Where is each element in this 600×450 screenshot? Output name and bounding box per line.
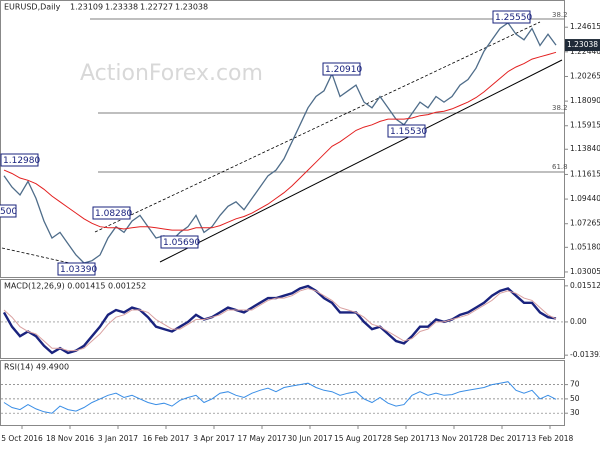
- x-tick-label: 13 Nov 2017: [430, 434, 478, 443]
- y-tick-label: 1.05180: [570, 242, 600, 251]
- y-tick-label: 1.24615: [570, 22, 600, 31]
- trend-line: [159, 59, 563, 263]
- x-tick-label: 28 Dec 2017: [478, 434, 526, 443]
- ohlc: 1.23338: [105, 3, 138, 12]
- annotation-box: [387, 124, 426, 138]
- x-tick-label: 17 May 2017: [238, 434, 287, 443]
- y-tick-label: 1.18090: [570, 96, 600, 105]
- annotation-box: [0, 204, 17, 218]
- annotation-box: [322, 62, 361, 76]
- x-tick-label: 15 Aug 2017: [334, 434, 382, 443]
- price-panel: [0, 0, 565, 278]
- y-tick-label: 0.00: [570, 317, 587, 326]
- y-tick-label: 1.11615: [570, 169, 600, 178]
- symbol: EURUSD,Daily: [4, 3, 61, 12]
- y-tick-label: 1.13840: [570, 144, 600, 153]
- series-line: [2, 284, 557, 355]
- ohlc: 1.22727: [140, 3, 173, 12]
- y-tick-label: 0.01512: [570, 281, 600, 290]
- panel-title: RSI(14) 49.4900: [4, 363, 69, 372]
- annotation: 1.15530: [390, 127, 427, 137]
- x-tick-label: 3 Apr 2017: [193, 434, 235, 443]
- annotation: 1.05690: [163, 238, 200, 248]
- annotation: 500: [0, 207, 17, 217]
- x-tick-label: 5 Oct 2016: [1, 434, 43, 443]
- annotation: 1.25550: [495, 13, 532, 23]
- annotation-box: [92, 206, 131, 220]
- x-tick-label: 18 Nov 2016: [46, 434, 94, 443]
- y-tick-label: 1.15915: [570, 121, 600, 130]
- x-tick-label: 13 Feb 2018: [527, 434, 574, 443]
- ohlc: 1.23038: [175, 3, 208, 12]
- annotation-box: [57, 262, 96, 276]
- panel-title: MACD(12,26,9) 0.001415 0.001252: [4, 282, 146, 291]
- series-line: [3, 287, 557, 352]
- fib-label: 38.2: [552, 11, 568, 19]
- annotation: 1.08280: [95, 209, 132, 219]
- fib-label: 38.2: [552, 104, 568, 112]
- current-price: 1.23038: [567, 40, 598, 49]
- y-tick-label: 1.03005: [570, 267, 600, 276]
- plots: [1, 21, 564, 414]
- y-tick-label: 1.20265: [570, 71, 600, 80]
- x-tick-label: 16 Feb 2017: [143, 434, 190, 443]
- x-tick-label: 30 Jun 2017: [287, 434, 332, 443]
- x-tick-label: 28 Sep 2017: [382, 434, 430, 443]
- annotation: 1.03390: [60, 265, 97, 275]
- watermark: ActionForex.com: [80, 61, 263, 86]
- y-tick-label: 1.22440: [570, 47, 600, 56]
- fib-label: 61.8: [552, 163, 568, 171]
- series-line: [3, 51, 557, 231]
- annotation-box: [160, 235, 199, 249]
- ohlc: 1.23109: [70, 3, 103, 12]
- y-tick-label: 30: [570, 408, 580, 417]
- y-tick-label: 1.07265: [570, 219, 600, 228]
- x-tick-label: 3 Jan 2017: [98, 434, 138, 443]
- annotation: 1.20910: [325, 65, 362, 75]
- series-line: [3, 381, 557, 414]
- annotation: 1.12980: [3, 156, 40, 166]
- annotation-box: [0, 153, 39, 167]
- y-tick-label: 1.09440: [570, 194, 600, 203]
- annotation-box: [492, 10, 531, 24]
- channel-line: [94, 21, 541, 233]
- y-tick-label: 50: [570, 394, 580, 403]
- y-tick-label: 70: [570, 380, 580, 389]
- y-tick-label: -0.01393: [570, 350, 600, 359]
- series-line: [3, 21, 557, 264]
- rsi-panel: [0, 360, 565, 426]
- macd-panel: [0, 279, 565, 359]
- current-price-box: [565, 39, 600, 52]
